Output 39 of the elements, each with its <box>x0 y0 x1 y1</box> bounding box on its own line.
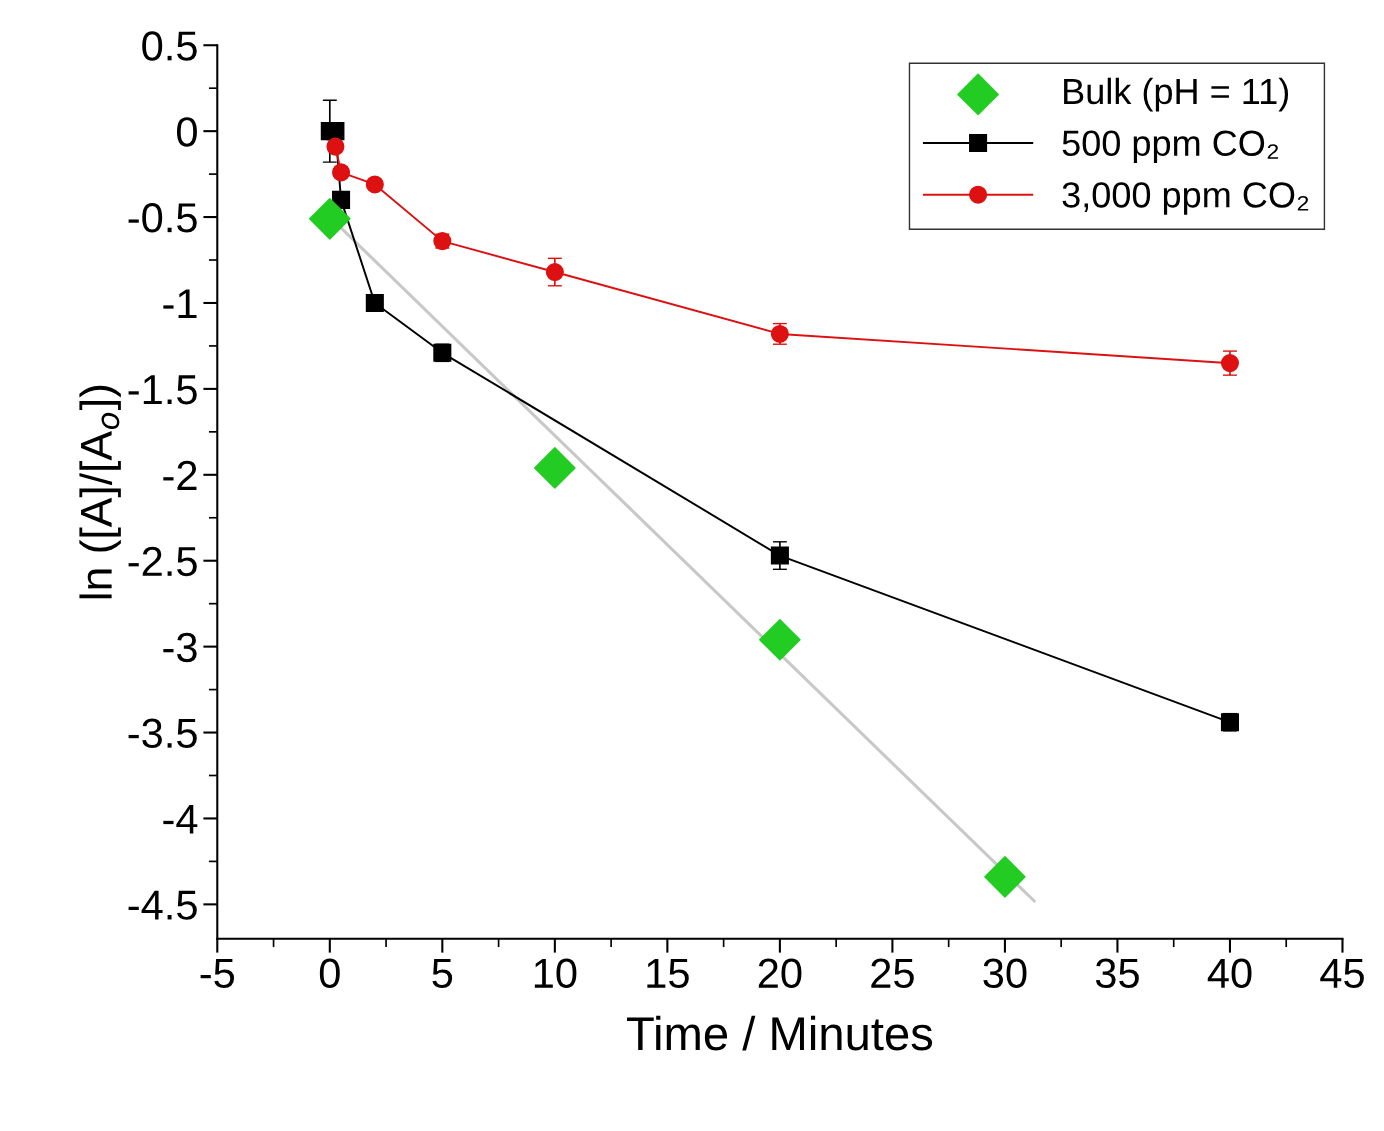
x-tick-label: 0 <box>319 958 340 989</box>
y-tick-label: -3.5 <box>128 718 197 749</box>
y-tick-label: -2.5 <box>128 546 197 577</box>
x-tick-label: 20 <box>758 958 802 989</box>
point <box>326 122 345 141</box>
point <box>770 546 789 565</box>
y-tick-label: 0.5 <box>142 31 197 61</box>
x-tick-label: 10 <box>534 958 577 989</box>
y-tick-label: -4.5 <box>128 890 197 920</box>
point <box>332 163 351 182</box>
x-tick-label: 15 <box>647 959 689 989</box>
x-tick-label: 5 <box>432 959 453 989</box>
legend-label: Bulk (pH = 11) <box>1064 77 1289 112</box>
point <box>1220 354 1239 373</box>
y-tick-label: -0.5 <box>128 203 197 233</box>
y-tick-label: -3 <box>163 632 197 663</box>
x-tick-label: 35 <box>1095 958 1139 989</box>
point <box>365 293 384 313</box>
y-tick-label: -1 <box>163 289 197 319</box>
y-tick-label: 0 <box>177 117 197 147</box>
point <box>534 447 576 489</box>
point <box>984 856 1026 898</box>
legend-label: 500 ppm CO₂ <box>1062 130 1279 164</box>
x-tick-label: 30 <box>983 958 1027 989</box>
y-axis-title: ln ([A]/[A$_{o}$]) <box>79 385 121 599</box>
y-tick-label: -4 <box>163 804 198 834</box>
x-tick-label: 40 <box>1207 958 1252 989</box>
point <box>308 197 351 240</box>
legend-label: 3,000 ppm CO₂ <box>1062 182 1309 215</box>
x-tick-label: -5 <box>200 959 235 989</box>
x-axis-title: Time / Minutes <box>627 1015 933 1051</box>
point <box>545 263 564 282</box>
y-tick-label: -1.5 <box>128 375 197 405</box>
point <box>759 618 801 661</box>
x-tick-label: 45 <box>1320 959 1364 989</box>
point <box>365 175 384 194</box>
point <box>332 190 351 209</box>
x-tick-label: 25 <box>871 958 914 989</box>
y-tick-label: -2 <box>163 460 197 490</box>
